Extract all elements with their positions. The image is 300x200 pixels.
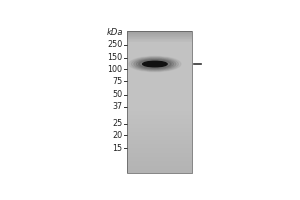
Text: 100: 100 bbox=[107, 65, 122, 74]
Text: 15: 15 bbox=[112, 144, 122, 153]
Text: 25: 25 bbox=[112, 119, 122, 128]
Text: 150: 150 bbox=[107, 53, 122, 62]
Bar bbox=[127, 31, 192, 173]
Ellipse shape bbox=[131, 57, 178, 71]
Text: 37: 37 bbox=[112, 102, 122, 111]
Text: 50: 50 bbox=[112, 90, 122, 99]
Ellipse shape bbox=[136, 59, 174, 69]
Ellipse shape bbox=[134, 58, 176, 70]
Ellipse shape bbox=[143, 61, 167, 67]
Text: kDa: kDa bbox=[107, 28, 124, 37]
Text: 20: 20 bbox=[112, 131, 122, 140]
Ellipse shape bbox=[139, 60, 171, 68]
Ellipse shape bbox=[129, 56, 181, 72]
Text: 250: 250 bbox=[107, 40, 122, 49]
Text: 75: 75 bbox=[112, 77, 122, 86]
